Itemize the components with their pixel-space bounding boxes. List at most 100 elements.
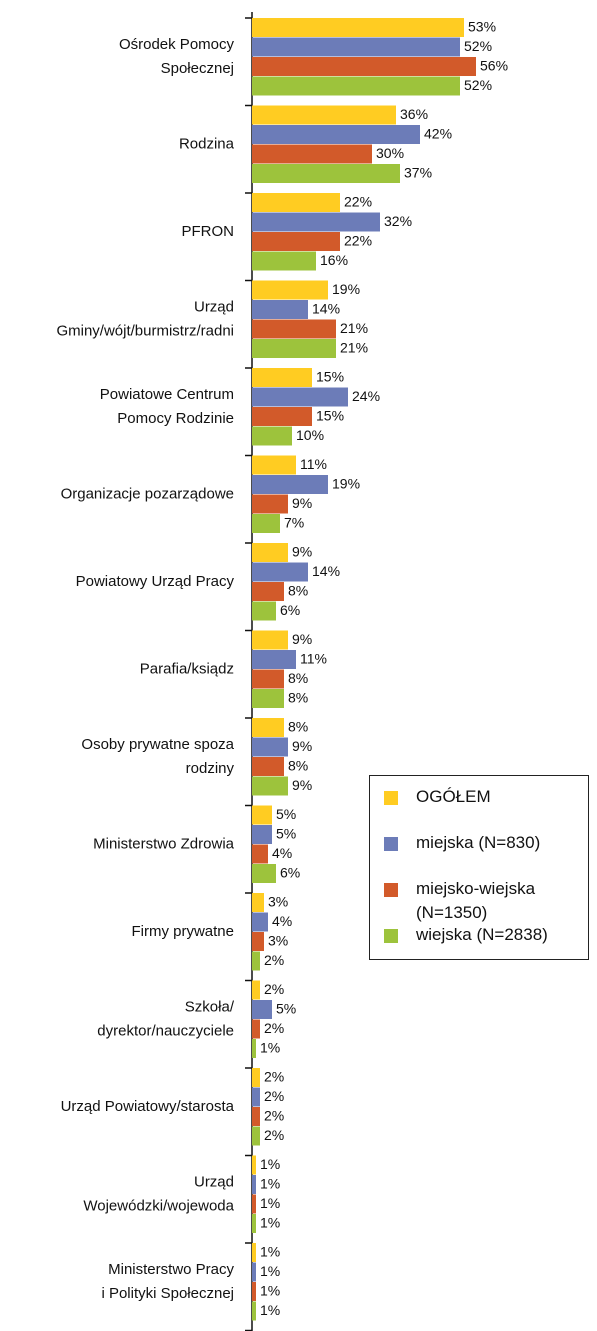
bar <box>252 494 288 514</box>
value-label: 2% <box>264 1127 284 1143</box>
legend-item: miejska (N=830) <box>384 833 584 855</box>
legend-swatch <box>384 883 398 897</box>
category-label: Urząd <box>194 298 234 315</box>
value-label: 8% <box>288 718 308 734</box>
value-label: 1% <box>260 1156 280 1172</box>
bar <box>252 1068 260 1087</box>
category-label: PFRON <box>182 223 235 240</box>
bar <box>252 1126 260 1146</box>
bar <box>252 1155 256 1175</box>
value-label: 21% <box>340 320 368 336</box>
value-label: 1% <box>260 1175 280 1191</box>
value-label: 24% <box>352 388 380 404</box>
value-label: 30% <box>376 145 404 161</box>
value-label: 14% <box>312 563 340 579</box>
value-label: 9% <box>292 495 312 511</box>
value-label: 9% <box>292 738 312 754</box>
category-label: Organizacje pozarządowe <box>61 485 234 502</box>
bar <box>252 407 312 426</box>
bar <box>252 932 264 951</box>
bar <box>252 455 296 475</box>
value-label: 8% <box>288 670 308 686</box>
bar <box>252 37 460 57</box>
bar <box>252 582 284 601</box>
bar <box>252 1243 256 1262</box>
category-label: i Polityki Społecznej <box>101 1285 234 1302</box>
bar <box>252 776 288 796</box>
value-label: 4% <box>272 913 292 929</box>
value-label: 36% <box>400 106 428 122</box>
value-label: 1% <box>260 1214 280 1230</box>
value-label: 1% <box>260 1039 280 1055</box>
bar <box>252 125 420 144</box>
value-label: 2% <box>264 952 284 968</box>
bar <box>252 1194 256 1214</box>
bar <box>252 251 316 271</box>
bar <box>252 951 260 971</box>
value-label: 14% <box>312 300 340 316</box>
bar <box>252 387 348 407</box>
value-label: 56% <box>480 57 508 73</box>
bar <box>252 543 288 562</box>
category-label: Społecznej <box>161 60 234 77</box>
value-label: 8% <box>288 689 308 705</box>
value-label: 16% <box>320 252 348 268</box>
value-label: 8% <box>288 582 308 598</box>
legend: OGÓŁEM miejska (N=830) miejsko-wiejska (N=… <box>369 775 589 960</box>
category-label: rodziny <box>186 760 235 777</box>
value-label: 3% <box>268 932 288 948</box>
value-label: 2% <box>264 1107 284 1123</box>
category-label: Firmy prywatne <box>131 923 234 940</box>
bar <box>252 1019 260 1039</box>
bar <box>252 630 288 650</box>
value-label: 42% <box>424 125 452 141</box>
bar <box>252 912 268 932</box>
value-label: 22% <box>344 232 372 248</box>
value-label: 5% <box>276 806 296 822</box>
value-label: 2% <box>264 1068 284 1084</box>
bar <box>252 1087 260 1107</box>
legend-label: miejsko-wiejska (N=1350) <box>416 879 536 922</box>
bar <box>252 1214 256 1233</box>
category-label: Powiatowe Centrum <box>100 386 234 403</box>
value-label: 4% <box>272 845 292 861</box>
category-label: Gminy/wójt/burmistrz/radni <box>56 322 234 339</box>
bar <box>252 980 260 1000</box>
legend-item: OGÓŁEM <box>384 787 584 809</box>
value-label: 53% <box>468 18 496 34</box>
value-label: 5% <box>276 825 296 841</box>
category-label: Ośrodek Pomocy <box>119 36 235 53</box>
bar <box>252 1107 260 1126</box>
value-label: 52% <box>464 38 492 54</box>
value-label: 9% <box>292 543 312 559</box>
value-label: 10% <box>296 427 324 443</box>
bar <box>252 864 276 883</box>
legend-label: miejska (N=830) <box>416 833 541 852</box>
legend-swatch <box>384 929 398 943</box>
category-label: Parafia/ksiądz <box>140 660 234 677</box>
bar <box>252 368 312 387</box>
bar <box>252 339 336 358</box>
value-label: 1% <box>260 1282 280 1298</box>
value-label: 1% <box>260 1263 280 1279</box>
value-label: 2% <box>264 1020 284 1036</box>
category-label: Osoby prywatne spoza <box>81 736 234 753</box>
bar <box>252 76 460 96</box>
legend-swatch <box>384 791 398 805</box>
value-label: 1% <box>260 1302 280 1318</box>
value-label: 21% <box>340 339 368 355</box>
value-label: 15% <box>316 407 344 423</box>
value-label: 11% <box>300 650 327 666</box>
value-label: 9% <box>292 777 312 793</box>
value-label: 32% <box>384 213 412 229</box>
bar <box>252 475 328 494</box>
value-label: 52% <box>464 77 492 93</box>
legend-swatch <box>384 837 398 851</box>
value-label: 6% <box>280 864 300 880</box>
bar <box>252 300 308 319</box>
bar <box>252 212 380 232</box>
value-label: 3% <box>268 893 288 909</box>
category-label: Pomocy Rodzinie <box>117 410 234 427</box>
bar <box>252 1000 272 1019</box>
